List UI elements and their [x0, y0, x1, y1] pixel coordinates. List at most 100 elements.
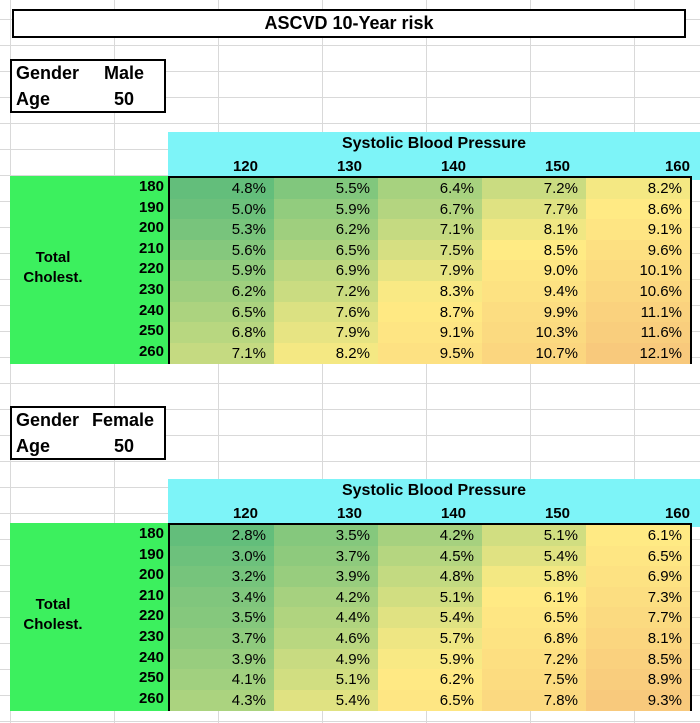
risk-cell[interactable]: 7.8% [482, 689, 586, 711]
risk-cell[interactable]: 3.5% [274, 525, 378, 546]
risk-cell[interactable]: 5.9% [274, 198, 378, 220]
risk-cell[interactable]: 9.1% [378, 322, 482, 344]
risk-cell[interactable]: 7.6% [274, 301, 378, 323]
risk-cell[interactable]: 8.6% [586, 198, 690, 220]
risk-cell[interactable]: 9.0% [482, 260, 586, 282]
gender-value[interactable]: Female [91, 410, 154, 430]
sbp-col-120: 120 [232, 158, 258, 175]
risk-cell[interactable]: 6.7% [378, 198, 482, 220]
risk-cell[interactable]: 6.5% [586, 545, 690, 567]
risk-cell[interactable]: 5.6% [170, 239, 274, 261]
age-value[interactable]: 50 [113, 436, 135, 456]
risk-cell[interactable]: 8.1% [586, 628, 690, 649]
risk-cell[interactable]: 6.9% [274, 260, 378, 282]
risk-cell[interactable]: 9.6% [586, 239, 690, 261]
risk-cell[interactable]: 6.5% [170, 301, 274, 323]
risk-cell[interactable]: 4.5% [378, 545, 482, 567]
risk-cell[interactable]: 4.1% [170, 669, 274, 691]
risk-cell[interactable]: 4.2% [274, 586, 378, 608]
risk-cell[interactable]: 7.1% [378, 219, 482, 241]
risk-cell[interactable]: 4.3% [170, 689, 274, 711]
risk-cell[interactable]: 8.1% [482, 219, 586, 241]
risk-cell[interactable]: 3.5% [170, 607, 274, 629]
risk-cell[interactable]: 3.0% [170, 545, 274, 567]
risk-cell[interactable]: 8.2% [274, 342, 378, 364]
risk-cell[interactable]: 5.5% [274, 178, 378, 199]
risk-cell[interactable]: 5.9% [170, 260, 274, 282]
risk-cell[interactable]: 7.2% [482, 178, 586, 199]
risk-cell[interactable]: 9.9% [482, 301, 586, 323]
risk-cell[interactable]: 11.6% [586, 322, 690, 344]
risk-cell[interactable]: 3.9% [170, 648, 274, 670]
risk-cell[interactable]: 5.4% [378, 607, 482, 629]
gender-value[interactable]: Male [103, 63, 145, 83]
chol-row-label: 230 [138, 281, 164, 298]
risk-cell[interactable]: 3.7% [274, 545, 378, 567]
risk-cell[interactable]: 5.1% [378, 586, 482, 608]
risk-cell[interactable]: 8.9% [586, 669, 690, 691]
risk-cell[interactable]: 9.3% [586, 689, 690, 711]
risk-cell[interactable]: 6.5% [482, 607, 586, 629]
risk-cell[interactable]: 8.3% [378, 281, 482, 302]
risk-cell[interactable]: 6.2% [378, 669, 482, 691]
risk-cell[interactable]: 5.9% [378, 648, 482, 670]
cholesterol-side-female: Total Cholest. 180 190 200 210 220 230 240 250 2… [10, 523, 168, 711]
risk-cell[interactable]: 6.8% [482, 628, 586, 649]
risk-cell[interactable]: 3.4% [170, 586, 274, 608]
risk-cell[interactable]: 7.1% [170, 342, 274, 364]
risk-cell[interactable]: 12.1% [586, 342, 690, 364]
risk-cell[interactable]: 6.5% [274, 239, 378, 261]
risk-cell[interactable]: 10.6% [586, 281, 690, 302]
risk-cell[interactable]: 11.1% [586, 301, 690, 323]
sbp-col-150: 150 [544, 158, 570, 175]
sbp-header-male: Systolic Blood Pressure 120 130 140 150 … [168, 132, 700, 180]
risk-cell[interactable]: 6.8% [170, 322, 274, 344]
risk-cell[interactable]: 9.4% [482, 281, 586, 302]
risk-cell[interactable]: 4.9% [274, 648, 378, 670]
risk-cell[interactable]: 4.8% [170, 178, 274, 199]
risk-cell[interactable]: 8.5% [586, 648, 690, 670]
risk-cell[interactable]: 7.2% [274, 281, 378, 302]
risk-cell[interactable]: 6.9% [586, 566, 690, 588]
risk-cell[interactable]: 7.9% [378, 260, 482, 282]
risk-cell[interactable]: 3.7% [170, 628, 274, 649]
risk-cell[interactable]: 6.2% [170, 281, 274, 302]
risk-cell[interactable]: 10.7% [482, 342, 586, 364]
risk-cell[interactable]: 2.8% [170, 525, 274, 546]
risk-cell[interactable]: 7.2% [482, 648, 586, 670]
risk-cell[interactable]: 5.3% [170, 219, 274, 241]
risk-cell[interactable]: 8.2% [586, 178, 690, 199]
risk-cell[interactable]: 4.6% [274, 628, 378, 649]
risk-cell[interactable]: 7.7% [586, 607, 690, 629]
risk-cell[interactable]: 9.1% [586, 219, 690, 241]
risk-cell[interactable]: 7.7% [482, 198, 586, 220]
risk-cell[interactable]: 5.4% [274, 689, 378, 711]
risk-cell[interactable]: 6.4% [378, 178, 482, 199]
risk-cell[interactable]: 5.7% [378, 628, 482, 649]
risk-cell[interactable]: 5.1% [482, 525, 586, 546]
risk-cell[interactable]: 10.1% [586, 260, 690, 282]
risk-cell[interactable]: 3.2% [170, 566, 274, 588]
risk-cell[interactable]: 6.1% [586, 525, 690, 546]
risk-cell[interactable]: 7.9% [274, 322, 378, 344]
risk-cell[interactable]: 5.0% [170, 198, 274, 220]
risk-cell[interactable]: 6.5% [378, 689, 482, 711]
risk-cell[interactable]: 5.8% [482, 566, 586, 588]
risk-cell[interactable]: 5.4% [482, 545, 586, 567]
risk-cell[interactable]: 7.3% [586, 586, 690, 608]
risk-cell[interactable]: 4.4% [274, 607, 378, 629]
risk-cell[interactable]: 4.2% [378, 525, 482, 546]
risk-cell[interactable]: 9.5% [378, 342, 482, 364]
risk-cell[interactable]: 10.3% [482, 322, 586, 344]
risk-cell[interactable]: 5.1% [274, 669, 378, 691]
risk-cell[interactable]: 8.7% [378, 301, 482, 323]
risk-cell[interactable]: 4.8% [378, 566, 482, 588]
risk-cell[interactable]: 6.1% [482, 586, 586, 608]
risk-cell[interactable]: 8.5% [482, 239, 586, 261]
risk-cell[interactable]: 7.5% [378, 239, 482, 261]
chol-label: Total Cholest. [23, 249, 83, 286]
risk-cell[interactable]: 7.5% [482, 669, 586, 691]
risk-cell[interactable]: 6.2% [274, 219, 378, 241]
risk-cell[interactable]: 3.9% [274, 566, 378, 588]
age-value[interactable]: 50 [113, 89, 135, 109]
